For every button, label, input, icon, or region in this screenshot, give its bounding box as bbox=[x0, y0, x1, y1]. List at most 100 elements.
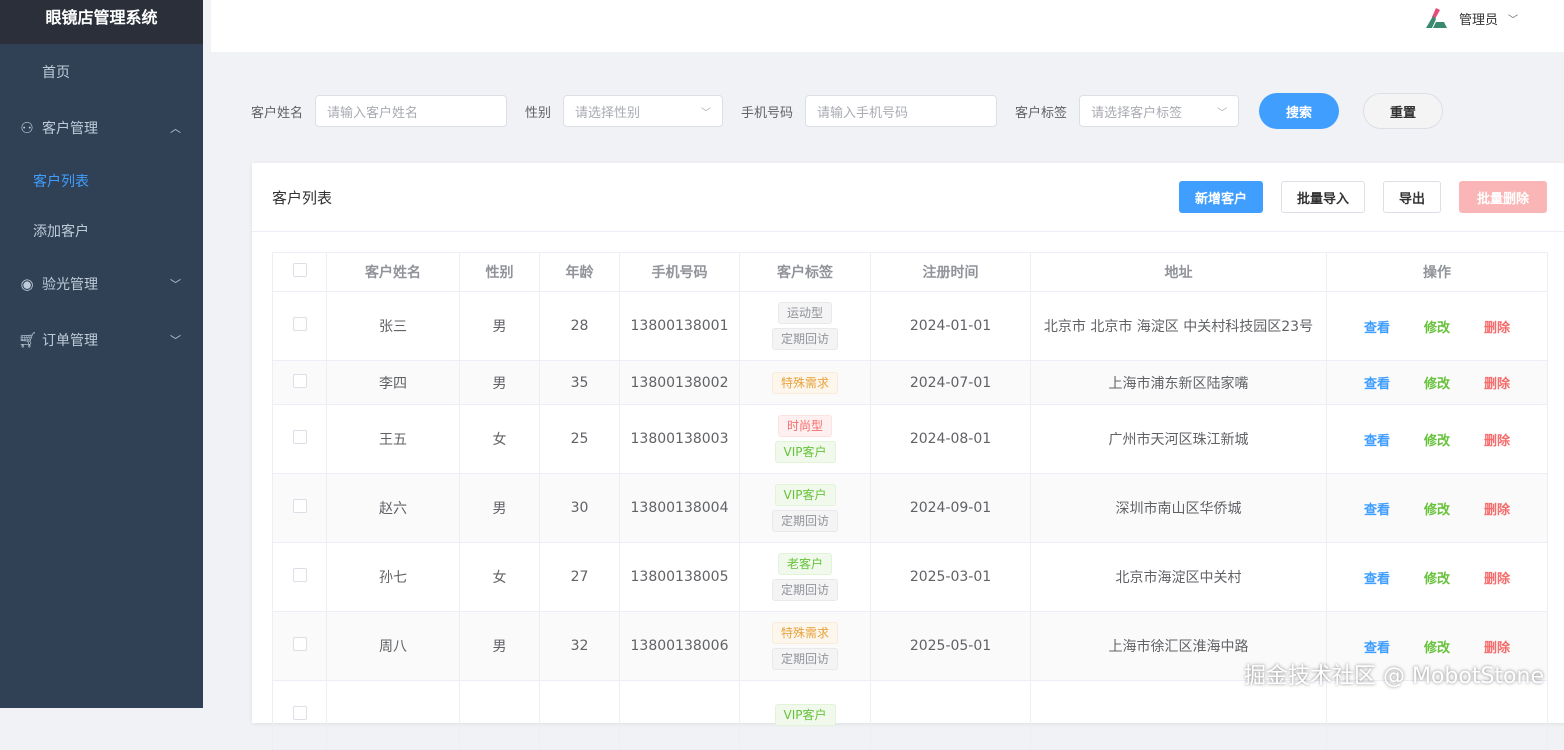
table-row: VIP客户 bbox=[272, 680, 1548, 750]
avatar-logo-icon bbox=[1425, 8, 1447, 28]
edit-link[interactable]: 修改 bbox=[1423, 640, 1450, 656]
label: 验光管理 bbox=[42, 277, 98, 293]
cell-phone: 13800138004 bbox=[619, 473, 740, 543]
select-all-checkbox[interactable] bbox=[292, 263, 307, 277]
chevron-up-icon: ︿ bbox=[170, 122, 181, 135]
sidebar-item-optometry[interactable]: ◉ 验光管理 ﹀ bbox=[0, 256, 203, 312]
phone-label: 手机号码 bbox=[741, 105, 794, 121]
cell-address bbox=[1030, 680, 1327, 750]
label: 客户列表 bbox=[33, 174, 89, 190]
sidebar-item-add-customer[interactable]: 添加客户 bbox=[0, 206, 203, 256]
cell-name: 李四 bbox=[326, 360, 460, 405]
delete-link[interactable]: 删除 bbox=[1484, 433, 1511, 449]
customer-tag: 特殊需求 bbox=[771, 371, 838, 394]
customer-list-card: 客户列表 新增客户 批量导入 导出 批量删除 客户姓名 性别 年龄 手机号码 客户标签注… bbox=[252, 163, 1564, 750]
cell-date: 2024-01-01 bbox=[870, 291, 1031, 361]
cell-gender: 女 bbox=[459, 542, 540, 612]
row-checkbox[interactable] bbox=[292, 568, 307, 582]
column-header: 年龄 bbox=[539, 252, 620, 292]
cell-age bbox=[539, 680, 620, 750]
edit-link[interactable]: 修改 bbox=[1423, 377, 1450, 392]
edit-link[interactable]: 修改 bbox=[1423, 320, 1450, 336]
row-checkbox[interactable] bbox=[292, 706, 307, 720]
address-text: 北京市海淀区中关村 bbox=[1115, 570, 1242, 586]
chevron-down-icon: ﹀ bbox=[170, 278, 181, 291]
card-title: 客户列表 bbox=[272, 188, 333, 207]
edit-link[interactable]: 修改 bbox=[1423, 571, 1450, 587]
sidebar-item-orders[interactable]: 🛒︎ 订单管理 ﹀ bbox=[0, 312, 203, 368]
edit-link[interactable]: 修改 bbox=[1423, 433, 1450, 449]
row-checkbox[interactable] bbox=[292, 637, 307, 651]
placeholder: 请选择客户标签 bbox=[1091, 105, 1183, 121]
delete-link[interactable]: 删除 bbox=[1484, 640, 1511, 656]
add-customer-button[interactable]: 新增客户 bbox=[1178, 181, 1263, 213]
label: 订单管理 bbox=[42, 333, 98, 349]
view-link[interactable]: 查看 bbox=[1363, 640, 1390, 656]
row-checkbox[interactable] bbox=[292, 373, 307, 388]
table-row: 赵六男 30 13800138004 VIP客户 定期回访 2024-09-01 深圳市南山… bbox=[272, 473, 1548, 543]
cell-name: 孙七 bbox=[326, 542, 460, 612]
delete-link[interactable]: 删除 bbox=[1484, 502, 1511, 518]
search-form: 客户姓名 请输入客户姓名 性别 请选择性别 ﹀ 手机号码 请输入手机号码 客户标签… bbox=[251, 93, 1444, 129]
sidebar-item-home[interactable]: 首页 bbox=[0, 44, 203, 100]
table-row: 周八男 32 13800138006 特殊需求 定期回访 2025-05-01 上海市徐汇区… bbox=[272, 611, 1548, 681]
sidebar-item-customer-list[interactable]: 客户列表 bbox=[0, 156, 203, 206]
column-header: 注册时间 bbox=[870, 252, 1031, 292]
view-link[interactable]: 查看 bbox=[1363, 433, 1390, 449]
view-link[interactable]: 查看 bbox=[1363, 377, 1390, 392]
user-icon: ⚇ bbox=[20, 119, 34, 137]
cell-age: 35 bbox=[539, 360, 620, 405]
chevron-down-icon: ﹀ bbox=[1508, 14, 1518, 26]
view-link[interactable]: 查看 bbox=[1363, 502, 1390, 518]
batch-import-button[interactable]: 批量导入 bbox=[1280, 181, 1365, 213]
table-row: 李四男 35 13800138002 特殊需求 2024-07-01 上海市浦东新区陆家嘴… bbox=[272, 360, 1548, 405]
user-menu[interactable]: 管理员 ﹀ bbox=[1423, 6, 1518, 30]
reset-button[interactable]: 重置 bbox=[1363, 93, 1444, 129]
cell-date: 2024-09-01 bbox=[870, 473, 1031, 543]
phone-input[interactable]: 请输入手机号码 bbox=[805, 95, 998, 127]
placeholder: 请输入客户姓名 bbox=[327, 105, 419, 121]
chevron-down-icon: ﹀ bbox=[170, 334, 181, 347]
cell-gender: 男 bbox=[459, 611, 540, 681]
view-link[interactable]: 查看 bbox=[1363, 571, 1390, 587]
edit-link[interactable]: 修改 bbox=[1423, 502, 1450, 518]
view-link[interactable]: 查看 bbox=[1363, 320, 1390, 336]
customer-tag: VIP客户 bbox=[774, 484, 836, 506]
cell-phone: 13800138005 bbox=[619, 542, 740, 612]
cart-icon: 🛒︎ bbox=[18, 331, 38, 349]
cell-age: 28 bbox=[539, 291, 620, 361]
sidebar-item-customers[interactable]: ⚇ 客户管理 ︿ bbox=[0, 100, 203, 156]
delete-link[interactable]: 删除 bbox=[1484, 320, 1511, 336]
column-header: 操作 bbox=[1326, 252, 1548, 292]
address-text: 广州市天河区珠江新城 bbox=[1108, 432, 1249, 448]
column-header: 性别 bbox=[459, 252, 540, 292]
cell-tags: 运动型 定期回访 bbox=[739, 291, 871, 361]
gender-select[interactable]: 请选择性别 ﹀ bbox=[563, 95, 724, 127]
row-checkbox[interactable] bbox=[292, 317, 307, 331]
cell-age: 27 bbox=[539, 542, 620, 612]
search-button[interactable]: 搜索 bbox=[1259, 93, 1340, 129]
export-button[interactable]: 导出 bbox=[1382, 181, 1441, 213]
cell-name: 周八 bbox=[326, 611, 460, 681]
row-checkbox[interactable] bbox=[292, 499, 307, 513]
customer-tag: VIP客户 bbox=[774, 441, 836, 463]
customer-tag: 时尚型 bbox=[777, 415, 832, 437]
cell-tags: 时尚型 VIP客户 bbox=[739, 404, 871, 474]
batch-delete-button[interactable]: 批量删除 bbox=[1459, 181, 1547, 213]
cell-address: 深圳市南山区华侨城 bbox=[1030, 473, 1327, 543]
tag-select[interactable]: 请选择客户标签 ﹀ bbox=[1079, 95, 1240, 127]
delete-link[interactable]: 删除 bbox=[1484, 377, 1511, 392]
customer-tag: 定期回访 bbox=[771, 510, 838, 532]
cell-date: 2024-08-01 bbox=[870, 404, 1031, 474]
address-text: 上海市徐汇区淮海中路 bbox=[1108, 639, 1249, 655]
name-input[interactable]: 请输入客户姓名 bbox=[315, 95, 508, 127]
cell-phone: 13800138001 bbox=[619, 291, 740, 361]
delete-link[interactable]: 删除 bbox=[1484, 571, 1511, 587]
address-text: 上海市浦东新区陆家嘴 bbox=[1108, 375, 1249, 392]
cell-age: 30 bbox=[539, 473, 620, 543]
cell-name: 张三 bbox=[326, 291, 460, 361]
row-checkbox[interactable] bbox=[292, 430, 307, 444]
cell-tags: VIP客户 bbox=[739, 680, 871, 750]
cell-gender: 男 bbox=[459, 473, 540, 543]
chevron-down-icon: ﹀ bbox=[1217, 107, 1228, 119]
